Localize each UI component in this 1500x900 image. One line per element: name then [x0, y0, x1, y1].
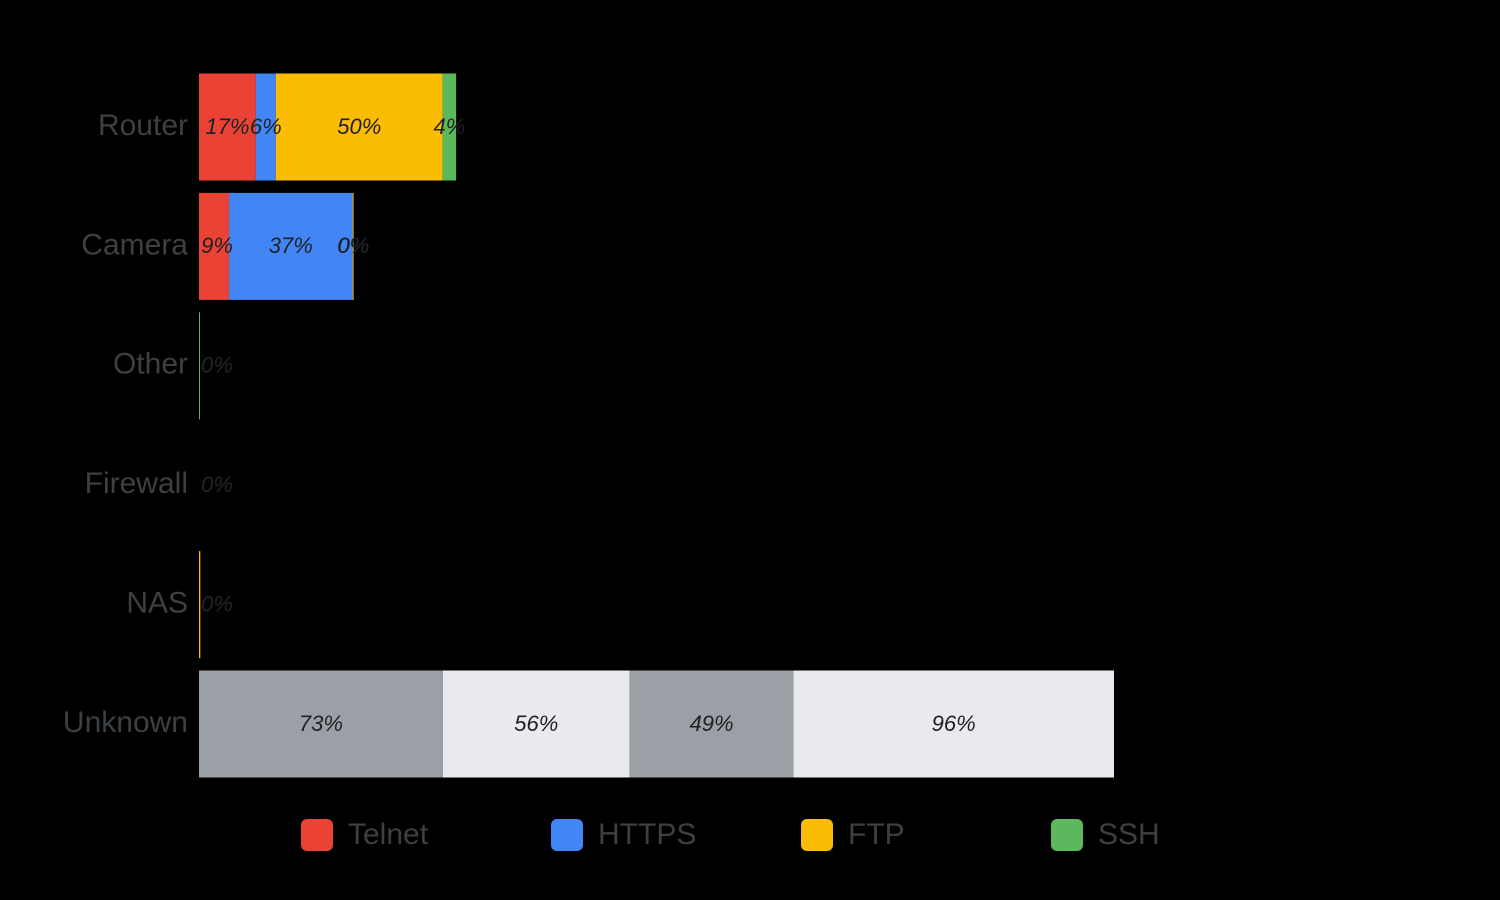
value-label: 50% — [337, 114, 381, 139]
legend-swatch — [551, 819, 583, 851]
value-label: 56% — [514, 711, 558, 736]
category-label: Router — [98, 109, 188, 142]
value-label: 96% — [932, 711, 976, 736]
value-label: 0% — [201, 591, 233, 616]
value-label: 37% — [269, 233, 313, 258]
bar-segment — [199, 312, 201, 420]
category-label: Camera — [81, 228, 188, 261]
legend-label: FTP — [848, 818, 905, 851]
value-label: 0% — [201, 353, 233, 378]
value-label: 0% — [201, 591, 233, 616]
bar-segment — [442, 73, 457, 181]
value-label: 0% — [338, 233, 370, 258]
category-label: Unknown — [63, 706, 188, 739]
bar-segment — [229, 192, 353, 300]
bar-segment — [793, 670, 1114, 778]
bar-segment — [199, 670, 443, 778]
value-label: 0% — [201, 353, 233, 378]
value-label: 0% — [201, 472, 233, 497]
value-label: 73% — [299, 711, 343, 736]
value-label: 0% — [201, 472, 233, 497]
bar-segment — [199, 73, 256, 181]
bar-segment — [442, 670, 630, 778]
legend-label: Telnet — [348, 818, 429, 851]
value-label: 0% — [201, 591, 233, 616]
legend-swatch — [1051, 819, 1083, 851]
category-label: Firewall — [85, 467, 188, 500]
value-label: 0% — [201, 591, 233, 616]
legend-label: SSH — [1098, 818, 1160, 851]
category-label: NAS — [126, 587, 188, 620]
bar-segment — [352, 192, 354, 300]
value-label: 0% — [337, 233, 369, 258]
legend-label: HTTPS — [598, 818, 696, 851]
value-label: 4% — [434, 114, 466, 139]
value-label: 6% — [250, 114, 282, 139]
bar-segment — [275, 73, 443, 181]
value-label: 0% — [201, 472, 233, 497]
bar-segment — [629, 670, 794, 778]
value-label: 17% — [205, 114, 249, 139]
legend-swatch — [301, 819, 333, 851]
value-label: 0% — [201, 472, 233, 497]
bar-segment — [255, 73, 276, 181]
value-label: 0% — [201, 353, 233, 378]
category-label: Other — [113, 348, 188, 381]
value-label: 9% — [201, 233, 233, 258]
legend-swatch — [801, 819, 833, 851]
value-label: 49% — [690, 711, 734, 736]
value-label: 0% — [201, 353, 233, 378]
bar-segment — [199, 192, 230, 300]
bar-segment — [199, 551, 201, 659]
